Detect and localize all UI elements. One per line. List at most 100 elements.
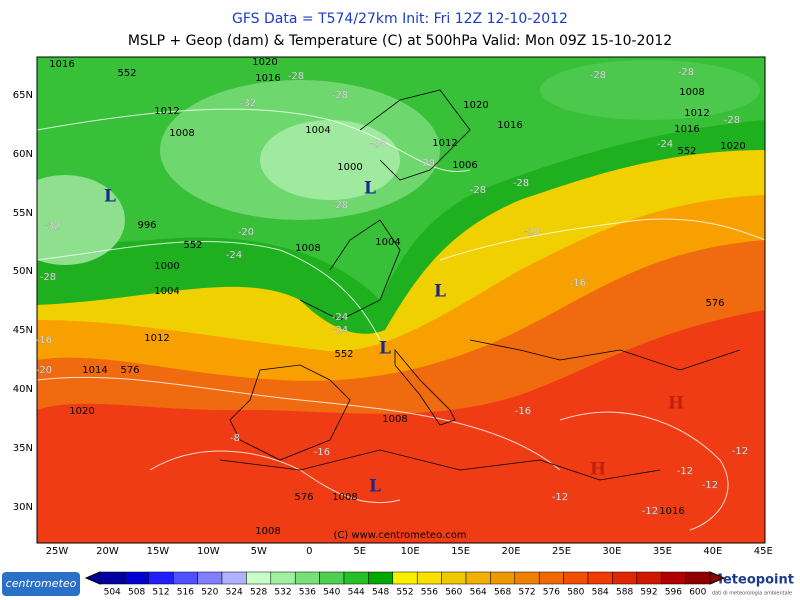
geopotential-label: 552 (117, 68, 136, 79)
pressure-center: L (104, 187, 116, 207)
lat-label: 55N (13, 208, 33, 219)
temperature-label: -28 (513, 178, 529, 189)
temperature-label: -16 (314, 447, 330, 458)
colorbar-cell (319, 571, 345, 585)
geopotential-label: 576 (705, 298, 724, 309)
temperature-label: -12 (642, 506, 658, 517)
isobar-label: 1012 (432, 138, 457, 149)
title: GFS Data = T574/27km Init: Fri 12Z 12-10… (232, 11, 568, 27)
lon-label: 35E (653, 546, 672, 557)
colorbar-label: 588 (616, 588, 633, 598)
pressure-center: L (434, 282, 446, 302)
colorbar-cell (441, 571, 467, 585)
temperature-label: -12 (552, 492, 568, 503)
logo-left: centrometeo (6, 577, 77, 590)
geopotential-label: 576 (294, 492, 313, 503)
isobar-label: 1008 (382, 414, 407, 425)
colorbar-cell (514, 571, 540, 585)
copyright: (C) www.centrometeo.com (333, 530, 466, 541)
map-frame (36, 56, 766, 544)
colorbar-cell (197, 571, 223, 585)
colorbar-label: 568 (494, 588, 511, 598)
isobar-label: 996 (137, 220, 156, 231)
pressure-center: L (364, 179, 376, 199)
colorbar-cell (416, 571, 442, 585)
colorbar-cell (148, 571, 174, 585)
geopotential-label: 552 (183, 240, 202, 251)
temperature-label: -28 (724, 115, 740, 126)
subtitle: MSLP + Geop (dam) & Temperature (C) at 5… (128, 33, 672, 49)
colorbar-label: 552 (396, 588, 413, 598)
colorbar-label: 536 (299, 588, 316, 598)
colorbar-cell (563, 571, 589, 585)
temperature-label: -28 (332, 90, 348, 101)
colorbar-label: 504 (104, 588, 121, 598)
lon-label: 5W (251, 546, 267, 557)
colorbar-label: 584 (592, 588, 609, 598)
colorbar-label: 508 (128, 588, 145, 598)
isobar-label: 1012 (154, 106, 179, 117)
colorbar-cell (368, 571, 394, 585)
colorbar-cell (124, 571, 150, 585)
lat-label: 40N (13, 384, 33, 395)
map-fill (37, 57, 765, 543)
temperature-label: -28 (370, 139, 386, 150)
colorbar-cell (465, 571, 491, 585)
logo-left-bg (2, 572, 80, 596)
temperature-label: -16 (36, 335, 52, 346)
temperature-label: -24 (657, 139, 673, 150)
temperature-label: -32 (240, 98, 256, 109)
temperature-label: -28 (419, 158, 435, 169)
lon-label: 45E (754, 546, 773, 557)
temperature-label: -12 (732, 446, 748, 457)
colorbar-label: 560 (445, 588, 462, 598)
temperature-label: -16 (570, 278, 586, 289)
colorbar-cell (270, 571, 296, 585)
temperature-label: -32 (44, 221, 60, 232)
colorbar-arrow-left (84, 571, 101, 585)
isobar-label: 1016 (659, 506, 684, 517)
isobar-label: 1008 (169, 128, 194, 139)
temperature-label: -28 (470, 185, 486, 196)
temperature-label: -28 (40, 272, 56, 283)
lon-label: 10W (197, 546, 220, 557)
pressure-center: H (668, 394, 684, 414)
temperature-label: -28 (678, 67, 694, 78)
isobar-label: 1006 (452, 160, 477, 171)
temperature-label: -20 (238, 227, 254, 238)
temperature-label: -8 (230, 433, 240, 444)
colorbar-cell (587, 571, 613, 585)
temperature-label: -12 (677, 466, 693, 477)
colorbar-cell (221, 571, 247, 585)
lon-label: 10E (401, 546, 420, 557)
isobar-label: 1008 (295, 243, 320, 254)
temperature-label: -20 (36, 365, 52, 376)
logo-right-sub: dati di meteorologia ambientale (712, 591, 792, 597)
temperature-label: -12 (702, 480, 718, 491)
colorbar-label: 576 (543, 588, 560, 598)
lat-label: 30N (13, 502, 33, 513)
temperature-label: -24 (332, 325, 348, 336)
colorbar-label: 600 (689, 588, 706, 598)
isobar-label: 1020 (720, 141, 745, 152)
colorbar-cell (490, 571, 516, 585)
colorbar-cell (612, 571, 638, 585)
temperature-label: -28 (590, 70, 606, 81)
colorbar-cell (172, 571, 198, 585)
colorbar-label: 544 (348, 588, 365, 598)
colorbar-label: 512 (152, 588, 169, 598)
colorbar-cell (685, 571, 711, 585)
lat-label: 65N (13, 90, 33, 101)
colorbar-label: 580 (567, 588, 584, 598)
isobar-label: 1000 (154, 261, 179, 272)
isobar-label: 1014 (82, 365, 107, 376)
lon-label: 30E (602, 546, 621, 557)
isobar-label: 1008 (332, 492, 357, 503)
colorbar-label: 564 (470, 588, 487, 598)
temperature-label: -24 (226, 250, 242, 261)
lon-label: 20W (96, 546, 119, 557)
temperature-label: -28 (288, 71, 304, 82)
temperature-label: -16 (515, 406, 531, 417)
isobar-label: 1000 (337, 162, 362, 173)
lon-label: 40E (703, 546, 722, 557)
